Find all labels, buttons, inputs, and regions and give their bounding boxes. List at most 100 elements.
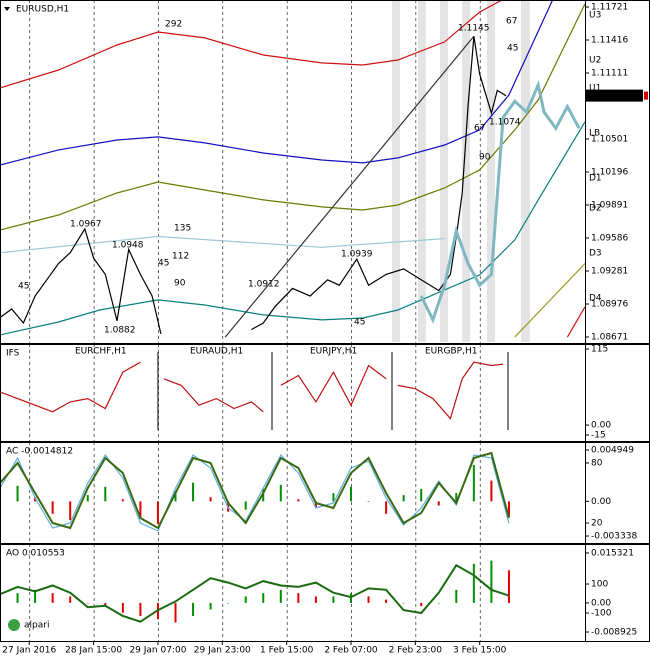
histogram-bar xyxy=(192,482,195,502)
plot xyxy=(1,451,510,532)
histogram-bar xyxy=(490,480,493,502)
series-line xyxy=(566,306,585,338)
y2-tick-label: 20 xyxy=(591,519,603,529)
panel-title: EURUSD,H1 xyxy=(16,5,69,15)
shade xyxy=(440,1,448,342)
brand-logo xyxy=(8,619,20,631)
histogram-bar xyxy=(385,501,388,514)
shade xyxy=(487,1,495,342)
histogram-bar xyxy=(472,563,475,603)
series-line xyxy=(280,364,387,407)
menu-triangle xyxy=(4,7,10,11)
series-line xyxy=(514,263,585,338)
price-annotation: 1.0939 xyxy=(341,250,373,260)
histogram-bar xyxy=(350,486,352,502)
histogram-bar xyxy=(437,602,440,604)
series-line xyxy=(1,235,445,254)
price-annotation: 1.1074 xyxy=(489,118,521,128)
y-tick-label: 1.11111 xyxy=(591,69,628,79)
y-tick-label: -0.003338 xyxy=(591,532,637,542)
shade xyxy=(418,1,426,342)
price-annotation: 292 xyxy=(165,20,182,30)
histogram-bar xyxy=(192,602,195,616)
price-annotation: 1.0912 xyxy=(248,280,280,290)
band-label: D2 xyxy=(589,204,602,214)
histogram-bar xyxy=(314,501,317,508)
shade xyxy=(521,1,530,342)
shade xyxy=(392,1,400,342)
shade xyxy=(462,1,470,342)
series-line xyxy=(1,453,510,532)
histogram-bar xyxy=(455,493,458,502)
price-annotation: 90 xyxy=(174,279,186,289)
y-tick-label: 115 xyxy=(591,345,608,355)
histogram-bar xyxy=(420,488,423,502)
y-tick-label: 1.08976 xyxy=(591,300,628,310)
price-annotation: 1.0967 xyxy=(70,220,102,230)
histogram-bar xyxy=(367,596,370,603)
histogram-bar xyxy=(174,490,177,502)
series-line xyxy=(1,1,553,166)
y-tick-label: 1.09586 xyxy=(591,234,628,244)
plot xyxy=(1,361,504,420)
histogram-bar xyxy=(385,599,388,603)
y-tick-label: 1.08671 xyxy=(591,333,628,343)
plot xyxy=(1,560,510,623)
price-annotation: 90 xyxy=(479,153,491,163)
band-label: U3 xyxy=(589,11,601,21)
price-annotation: 45 xyxy=(18,282,29,292)
y-tick-label: 0.00 xyxy=(591,421,611,431)
histogram-bar xyxy=(262,488,265,502)
series-line xyxy=(1,36,507,335)
band-label: D4 xyxy=(589,294,602,304)
y-tick-label: 0.00 xyxy=(591,598,611,608)
histogram-bar xyxy=(104,602,107,607)
price-annotation: 45 xyxy=(354,318,365,328)
histogram-bar xyxy=(209,497,212,502)
x-tick-label: 1 Feb 15:00 xyxy=(260,646,314,656)
histogram-bar xyxy=(139,602,142,616)
series-line xyxy=(1,563,510,623)
y-tick-label: 0.00 xyxy=(591,497,611,507)
series-line xyxy=(397,361,504,420)
x-tick-label: 29 Jan 07:00 xyxy=(129,646,186,656)
histogram-bar xyxy=(420,602,423,607)
x-tick-label: 2 Feb 07:00 xyxy=(324,646,378,656)
band-label: D3 xyxy=(589,249,602,259)
x-tick-label: 29 Jan 23:00 xyxy=(194,646,251,656)
price-annotation: 135 xyxy=(174,224,191,234)
y2-tick-label: 100 xyxy=(591,580,608,590)
y-tick-label: -15 xyxy=(591,431,606,441)
price-annotation: 67 xyxy=(474,124,485,134)
pair-label: EURCHF,H1 xyxy=(75,347,127,357)
histogram-bar xyxy=(34,589,37,603)
y-tick-label: 1.10196 xyxy=(591,168,628,178)
band-label: D1 xyxy=(589,174,602,184)
histogram-bar xyxy=(332,493,335,502)
histogram-bar xyxy=(51,501,54,514)
band-label: U1 xyxy=(589,84,601,94)
x-tick-label: 27 Jan 2016 xyxy=(2,646,56,656)
series-line xyxy=(1,121,585,336)
price-annotation: 1.0882 xyxy=(104,326,136,336)
band-label: LB xyxy=(589,129,600,139)
last-price-box xyxy=(586,89,643,102)
series-line xyxy=(1,1,502,89)
y-tick-label: 1.09891 xyxy=(591,201,628,211)
series-line xyxy=(224,35,475,338)
histogram-bar xyxy=(69,596,72,603)
pair-label: EURJPY,H1 xyxy=(310,347,357,357)
histogram-bar xyxy=(174,602,177,623)
histogram-bar xyxy=(507,570,510,603)
price-annotation: 112 xyxy=(172,252,189,262)
histogram-bar xyxy=(156,501,159,525)
y-tick-label: 1.11721 xyxy=(591,3,628,13)
series-line xyxy=(163,378,264,413)
histogram-bar xyxy=(121,499,124,502)
histogram-bar xyxy=(209,602,212,610)
series-line xyxy=(1,361,141,413)
histogram-bar xyxy=(16,593,19,603)
histogram-bar xyxy=(16,485,19,502)
